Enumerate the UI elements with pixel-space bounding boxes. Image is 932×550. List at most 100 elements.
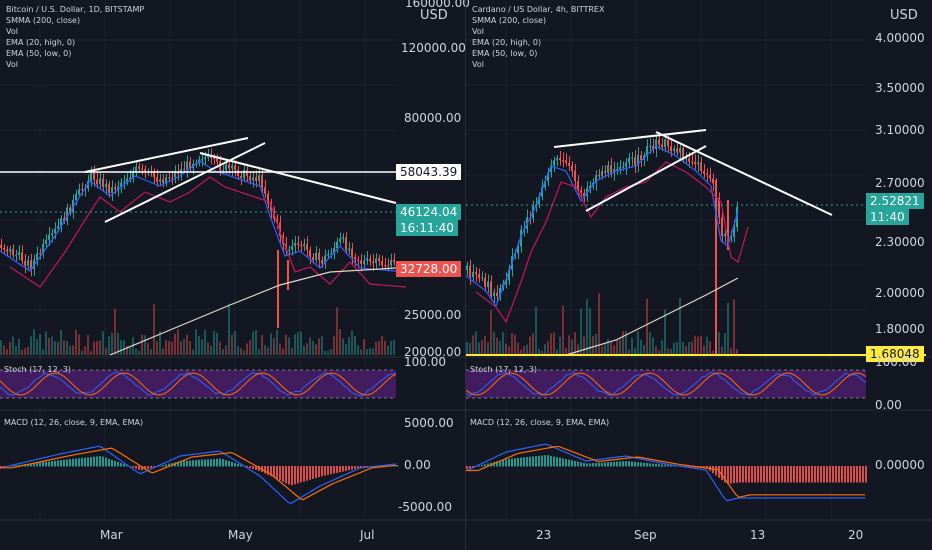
macd-histogram-bar	[90, 457, 92, 467]
volume-bar	[652, 337, 654, 355]
macd-histogram-bar	[204, 459, 206, 467]
ada-low-tag: 1.68048	[866, 346, 924, 362]
ada-price-tick: 1.80000	[875, 322, 925, 336]
candle-body	[493, 292, 495, 296]
candle-body	[117, 186, 119, 190]
volume-bar	[664, 309, 666, 355]
macd-histogram-bar	[529, 456, 531, 467]
candle-body	[589, 185, 591, 189]
macd-histogram-bar	[336, 466, 338, 473]
macd-histogram-bar	[673, 465, 675, 467]
ada-indicator-ema20[interactable]: EMA (20, high, 0)	[472, 38, 542, 47]
volume-bar	[75, 329, 77, 355]
volume-bar	[33, 329, 35, 355]
volume-bar	[273, 338, 275, 355]
volume-bar	[48, 337, 50, 355]
ada-stoch-legend[interactable]: Stoch (17, 12, 3)	[470, 365, 537, 374]
candle-body	[276, 218, 278, 223]
macd-histogram-bar	[502, 459, 504, 467]
ada-macd-tick: 0.00000	[875, 458, 925, 472]
macd-histogram-bar	[511, 458, 513, 467]
macd-histogram-bar	[87, 457, 89, 467]
ada-indicator-vol2[interactable]: Vol	[472, 60, 484, 69]
candle-body	[351, 248, 353, 257]
macd-histogram-bar	[69, 459, 71, 467]
candle-body	[300, 245, 302, 247]
ada-indicator-ema50[interactable]: EMA (50, low, 0)	[472, 49, 538, 58]
macd-histogram-bar	[165, 464, 167, 467]
ada-chart-canvas[interactable]	[466, 0, 932, 550]
volume-bar	[610, 341, 612, 355]
trend-line	[553, 129, 707, 148]
btc-chart-pane[interactable]: Bitcoin / U.S. Dollar, 1D, BITSTAMP SMMA…	[0, 0, 470, 550]
btc-indicator-ema50[interactable]: EMA (50, low, 0)	[6, 49, 72, 58]
btc-date-label: Jul	[360, 528, 375, 542]
btc-indicator-smma[interactable]: SMMA (200, close)	[6, 16, 81, 25]
btc-symbol-title[interactable]: Bitcoin / U.S. Dollar, 1D, BITSTAMP	[6, 5, 145, 14]
candle-body	[565, 160, 567, 163]
volume-bar	[318, 338, 320, 355]
macd-histogram-bar	[544, 455, 546, 467]
ada-chart-pane[interactable]: Cardano / US Dollar, 4h, BITTREX SMMA (2…	[466, 0, 932, 550]
volume-bar	[213, 331, 215, 355]
candle-body	[478, 274, 480, 278]
volume-bar	[180, 341, 182, 355]
btc-currency-label[interactable]: USD	[420, 8, 448, 23]
pane-divider[interactable]	[465, 0, 466, 550]
macd-histogram-bar	[790, 466, 792, 483]
volume-bar	[12, 336, 14, 355]
volume-bar	[24, 348, 26, 355]
macd-histogram-bar	[246, 466, 248, 468]
candle-body	[132, 172, 134, 178]
candle-body	[360, 260, 362, 264]
btc-indicator-vol[interactable]: Vol	[6, 27, 18, 36]
volume-bar	[676, 342, 678, 355]
candle-body	[252, 177, 254, 181]
volume-bar	[216, 332, 218, 355]
ada-currency-label[interactable]: USD	[890, 8, 918, 23]
macd-histogram-bar	[865, 466, 867, 483]
macd-histogram-bar	[138, 466, 140, 470]
macd-histogram-bar	[592, 463, 594, 467]
candle-body	[168, 177, 170, 179]
ada-date-label: 13	[750, 528, 766, 542]
candle-body	[156, 177, 158, 182]
btc-indicator-vol2[interactable]: Vol	[6, 60, 18, 69]
btc-chart-canvas[interactable]	[0, 0, 465, 550]
candle-body	[216, 158, 218, 162]
volume-bar	[276, 329, 278, 355]
volume-bar	[351, 330, 353, 355]
candle-body	[69, 207, 71, 213]
candle-body	[679, 148, 681, 153]
btc-indicator-ema20[interactable]: EMA (20, high, 0)	[6, 38, 76, 47]
macd-histogram-bar	[556, 457, 558, 467]
candle-body	[652, 145, 654, 149]
macd-histogram-bar	[850, 466, 852, 483]
macd-histogram-bar	[72, 458, 74, 467]
macd-signal-line	[466, 445, 865, 498]
candle-body	[60, 218, 62, 226]
candle-body	[553, 160, 555, 166]
volume-bar	[156, 341, 158, 355]
volume-bar	[520, 349, 522, 355]
candle-body	[610, 165, 612, 173]
btc-macd-legend[interactable]: MACD (12, 26, close, 9, EMA, EMA)	[4, 418, 144, 427]
ema50-line	[9, 176, 407, 288]
btc-stoch-legend[interactable]: Stoch (17, 12, 3)	[4, 365, 71, 374]
ada-indicator-vol[interactable]: Vol	[472, 27, 484, 36]
candle-body	[243, 170, 245, 179]
ada-symbol-title[interactable]: Cardano / US Dollar, 4h, BITTREX	[472, 5, 605, 14]
macd-histogram-bar	[309, 466, 311, 480]
volume-bar	[565, 348, 567, 355]
macd-histogram-bar	[300, 466, 302, 483]
macd-histogram-bar	[472, 466, 474, 468]
ada-indicator-smma[interactable]: SMMA (200, close)	[472, 16, 547, 25]
trend-line	[199, 152, 397, 204]
macd-histogram-bar	[270, 466, 272, 477]
macd-histogram-bar	[345, 466, 347, 471]
candle-body	[730, 237, 732, 239]
ada-macd-legend[interactable]: MACD (12, 26, close, 9, EMA, EMA)	[470, 418, 610, 427]
stoch-d-line	[466, 372, 867, 396]
candle-body	[12, 248, 14, 256]
volume-bar	[240, 348, 242, 355]
